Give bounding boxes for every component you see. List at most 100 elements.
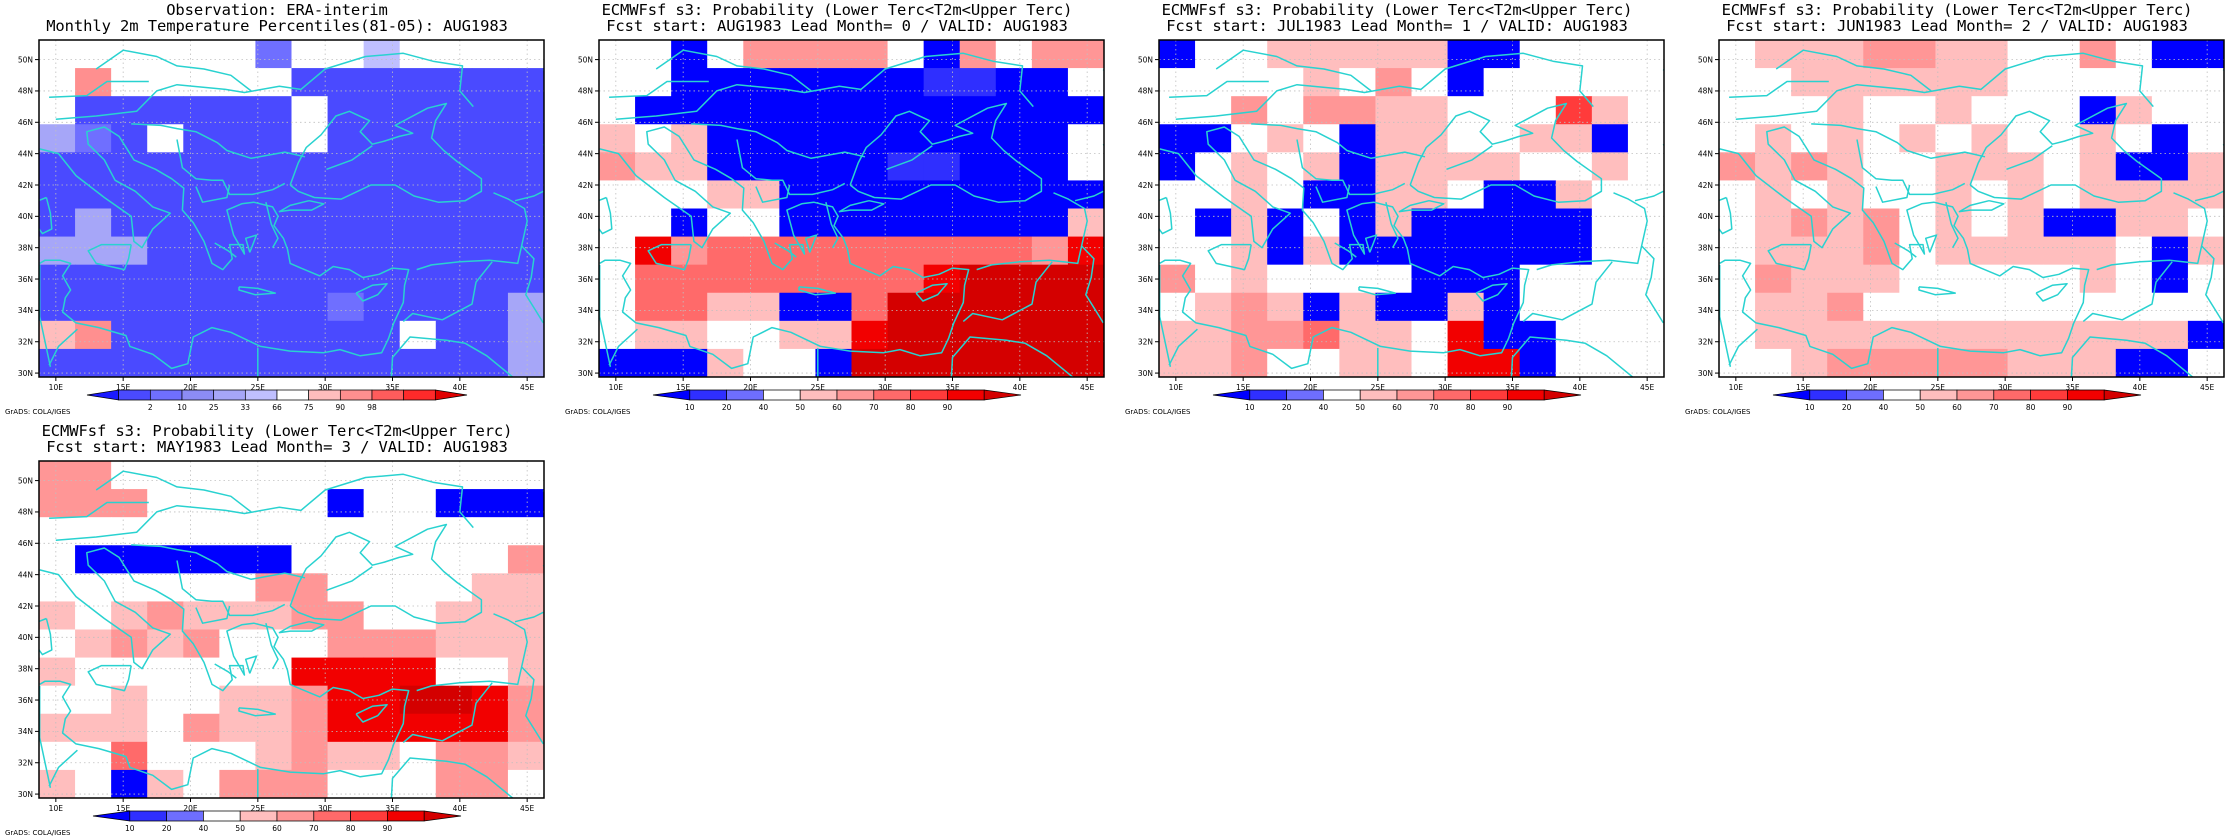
map-axes: 50N 48N 46N 44N 42N 40N 38N 36N 34N 32N 30N 10E 15E 2… [1138, 55, 1655, 392]
grid-cell [183, 236, 220, 266]
map-axes: 50N 48N 46N 44N 42N 40N 38N 36N 34N 32N 30N 10E 15E 2… [18, 476, 535, 813]
grid-cell [887, 124, 925, 153]
coastline-path [214, 242, 237, 258]
grid-cell [851, 320, 888, 350]
coastline-path [915, 282, 948, 302]
coastline-path [87, 664, 132, 692]
grid-cell [2187, 68, 2225, 97]
grid-cell [147, 152, 184, 181]
grid-cell [291, 236, 328, 266]
grid-cell [1827, 236, 1864, 266]
grid-cell [363, 96, 401, 125]
grid-cell [887, 348, 925, 378]
grid-cell [219, 40, 256, 69]
coastline-path [39, 547, 410, 791]
grid-cell [327, 489, 365, 518]
grid-cell [671, 68, 708, 97]
grid-cell [1375, 208, 1412, 237]
coastline-path [1958, 199, 2005, 213]
grid-cell [219, 573, 256, 602]
grid-cell [779, 96, 816, 125]
coastline-path [825, 202, 839, 249]
grid-cell [815, 208, 852, 237]
coastline-path [962, 261, 1053, 322]
grid-cell [291, 208, 328, 237]
colorbar-segment [1323, 389, 1361, 401]
x-tick-label: 40E [453, 804, 468, 813]
coastline-path [402, 261, 493, 322]
map-frame [38, 39, 545, 378]
grid-cell [147, 657, 184, 687]
colorbar-segment [129, 810, 167, 822]
colorbar-segment [149, 389, 183, 401]
grid-cell [1375, 96, 1412, 125]
colorbar-segment [1433, 389, 1471, 401]
grid-cell [507, 769, 545, 799]
grid-cell [471, 124, 509, 153]
grid-cell [1591, 68, 1629, 97]
grid-cell [255, 461, 292, 490]
panel-title: ECMWFsf s3: Probability (Lower Terc<T2m<… [563, 2, 1111, 34]
grid-cell [599, 124, 636, 153]
y-tick-label: 38N [1698, 243, 1713, 252]
grid-cell [2079, 68, 2117, 97]
grid-cell [1231, 348, 1268, 378]
grid-cell [399, 208, 437, 237]
colorbar-label: 80 [2026, 403, 2036, 412]
colorbar [86, 389, 468, 401]
grid-cell [1339, 124, 1376, 153]
coastline-path [1364, 234, 1378, 253]
grid-cell [219, 152, 256, 181]
grid-cell [743, 292, 780, 322]
grid-cell [2151, 40, 2189, 69]
grid-cell [1719, 40, 1756, 69]
grid-cell [1375, 320, 1412, 350]
grid-cell [327, 769, 365, 799]
x-tick-label: 35E [385, 383, 400, 392]
coastline-path [1728, 328, 1758, 366]
y-tick-label: 34N [18, 306, 33, 315]
grid-cell [2151, 68, 2189, 97]
grid-cell [2079, 124, 2117, 153]
colorbar-segment [652, 389, 691, 401]
grid-cell [471, 68, 509, 97]
grid-cell [635, 152, 672, 181]
grid-cell [2007, 208, 2045, 237]
grid-cell [2187, 124, 2225, 153]
colorbar-segment [423, 810, 462, 822]
colorbar-segment [118, 389, 151, 401]
grid-cell [39, 152, 76, 181]
grid-cell [1791, 348, 1828, 378]
grid-cell [1231, 68, 1268, 97]
grid-cell [1755, 124, 1792, 153]
grid-cell [1827, 40, 1864, 69]
colorbar-segment [166, 810, 204, 822]
grid-cell [39, 713, 76, 743]
grid-cell [1339, 152, 1376, 181]
grid-cell [291, 517, 328, 546]
grid-cell [1591, 208, 1629, 237]
grid-cell [111, 348, 148, 378]
coastline-path [95, 49, 252, 92]
grid-cell [1555, 208, 1593, 237]
colorbar-label: 40 [199, 824, 209, 833]
grid-cell [1935, 292, 1972, 322]
grid-cell [2007, 348, 2045, 378]
grid-cell [147, 68, 184, 97]
grid-cell [75, 292, 112, 322]
grid-cell [111, 713, 148, 743]
map-figure: 50N 48N 46N 44N 42N 40N 38N 36N 34N 32N 30N 10E 15E 2… [18, 39, 545, 412]
y-tick-label: 44N [1698, 149, 1713, 158]
coastline-path [798, 286, 837, 296]
map-frame [1158, 39, 1665, 378]
x-tick-label: 20E [1863, 383, 1878, 392]
grid-cell [1447, 348, 1485, 378]
grid-cell [1447, 124, 1485, 153]
y-tick-label: 48N [578, 87, 593, 96]
grid-cell [1863, 152, 1900, 181]
grid-cell [399, 236, 437, 266]
colorbar-segment [1396, 389, 1435, 401]
grid-cell [327, 348, 365, 378]
colorbar-segment [339, 389, 373, 401]
colorbar-labels: 10 20 40 50 60 70 80 90 [1805, 403, 2072, 412]
